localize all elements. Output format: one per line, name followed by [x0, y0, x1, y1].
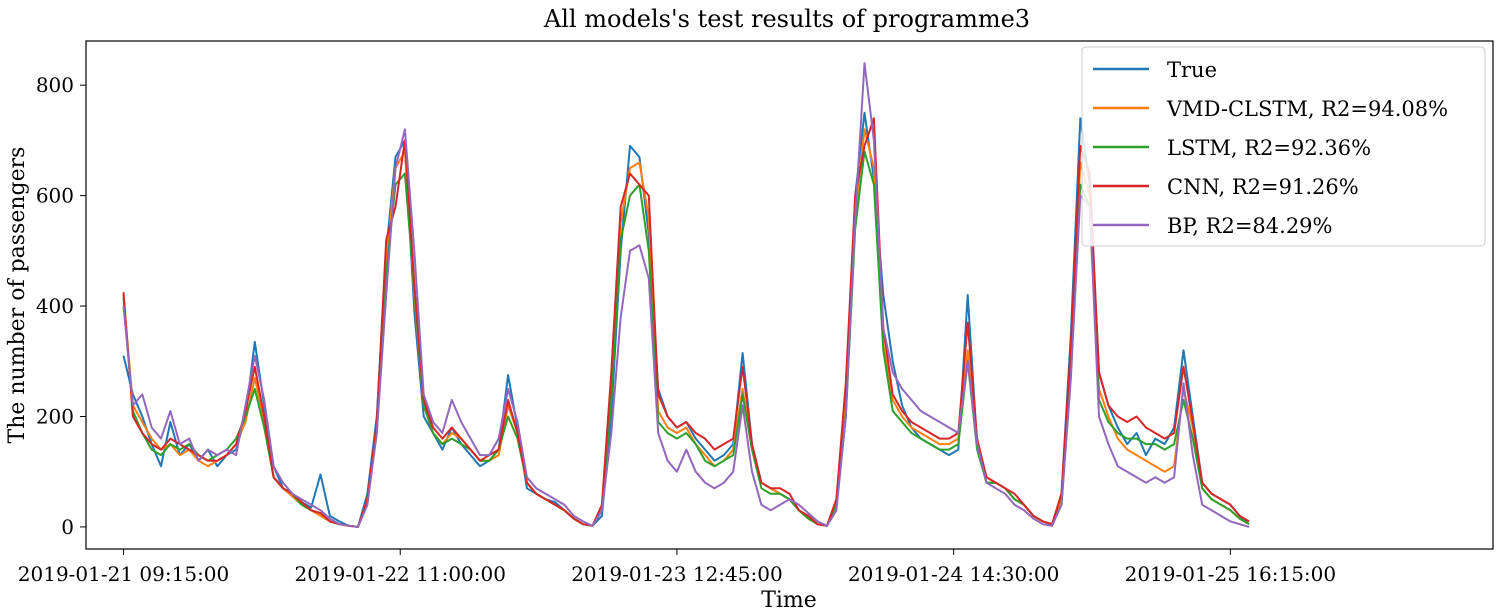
y-tick-label-2: 400: [36, 294, 74, 318]
legend-label-3: CNN, R2=91.26%: [1167, 175, 1359, 199]
y-tick-label-1: 200: [36, 404, 74, 428]
chart-title: All models's test results of programme3: [543, 5, 1030, 33]
x-tick-label-4: 2019-01-25 16:15:00: [1125, 562, 1337, 586]
x-axis-label: Time: [761, 588, 817, 613]
y-tick-label-0: 0: [61, 515, 74, 539]
y-tick-label-3: 600: [36, 184, 74, 208]
x-axis: 2019-01-21 09:15:00 2019-01-22 11:00:00 20…: [18, 549, 1336, 586]
legend-label-2: LSTM, R2=92.36%: [1167, 136, 1371, 160]
x-tick-label-3: 2019-01-24 14:30:00: [848, 562, 1060, 586]
x-tick-label-2: 2019-01-23 12:45:00: [571, 562, 783, 586]
legend-label-1: VMD-CLSTM, R2=94.08%: [1166, 97, 1448, 121]
plot-lines: [122, 62, 1250, 528]
y-axis: 0 200 400 600 800: [36, 73, 86, 539]
plot-frame: [85, 40, 1494, 550]
legend-box: [1081, 46, 1486, 247]
y-axis-label: The number of passengers: [5, 147, 30, 444]
x-tick-label-0: 2019-01-21 09:15:00: [18, 562, 230, 586]
y-tick-label-4: 800: [36, 73, 74, 97]
legend: True VMD-CLSTM, R2=94.08% LSTM, R2=92.36% C…: [1081, 46, 1486, 247]
legend-label-0: True: [1167, 58, 1217, 82]
series-line-4: [122, 62, 1250, 528]
x-tick-label-1: 2019-01-22 11:00:00: [294, 562, 506, 586]
legend-label-4: BP, R2=84.29%: [1167, 214, 1333, 238]
